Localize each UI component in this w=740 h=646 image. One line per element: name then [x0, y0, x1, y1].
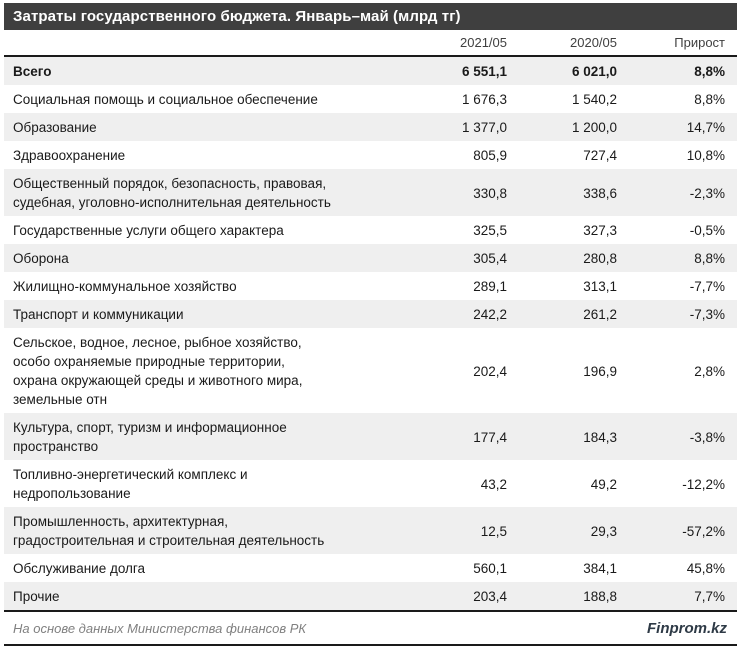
row-value-2021: 12,5: [480, 523, 507, 539]
row-label: Промышленность, архитектурная, градостро…: [13, 514, 325, 548]
row-value-2021: 177,4: [473, 429, 507, 445]
row-value-2021: 242,2: [473, 307, 507, 322]
row-label: Оборона: [13, 251, 69, 266]
table-body: Всего 6 551,1 6 021,0 8,8% Социальная по…: [4, 57, 737, 610]
table-row: Прочие 203,4 188,8 7,7%: [4, 582, 737, 610]
column-header-row: 2021/05 2020/05 Прирост: [4, 30, 737, 57]
row-value-2020: 338,6: [583, 185, 617, 201]
row-growth: 2,8%: [694, 363, 725, 379]
table-row: Жилищно-коммунальное хозяйство 289,1 313…: [4, 272, 737, 300]
row-label: Транспорт и коммуникации: [13, 307, 184, 322]
table-row: Оборона 305,4 280,8 8,8%: [4, 244, 737, 272]
row-value-2020: 184,3: [583, 429, 617, 445]
row-value-2021: 1 377,0: [461, 120, 507, 135]
row-value-2021: 203,4: [473, 589, 507, 604]
row-label: Сельское, водное, лесное, рыбное хозяйст…: [13, 335, 303, 407]
row-value-2020: 384,1: [583, 561, 617, 576]
row-label: Топливно-энергетический комплекс и недро…: [13, 467, 248, 501]
row-value-2020: 188,8: [583, 589, 617, 604]
row-growth: 10,8%: [686, 148, 725, 163]
row-growth: -7,3%: [689, 307, 725, 322]
row-value-2021: 43,2: [480, 476, 507, 492]
row-growth: 45,8%: [686, 561, 725, 576]
row-label: Здравоохранение: [13, 148, 126, 163]
row-value-2020: 280,8: [583, 251, 617, 266]
row-value-2020: 49,2: [590, 476, 617, 492]
table-row: Промышленность, архитектурная, градостро…: [4, 507, 737, 554]
row-value-2020: 1 200,0: [571, 120, 617, 135]
row-growth: -0,5%: [689, 223, 725, 238]
column-header-2021: 2021/05: [460, 35, 507, 50]
column-header-growth: Прирост: [674, 35, 725, 50]
row-value-2020: 727,4: [583, 148, 617, 163]
table-row-total: Всего 6 551,1 6 021,0 8,8%: [4, 57, 737, 85]
row-label: Общественный порядок, безопасность, прав…: [13, 176, 331, 210]
row-growth: -7,7%: [689, 279, 725, 294]
row-growth: -2,3%: [689, 185, 725, 201]
row-growth: 14,7%: [686, 120, 725, 135]
column-header-2020: 2020/05: [570, 35, 617, 50]
row-value-2020: 1 540,2: [571, 92, 617, 107]
row-label: Жилищно-коммунальное хозяйство: [13, 279, 237, 294]
row-growth: -3,8%: [689, 429, 725, 445]
row-value-2021: 1 676,3: [461, 92, 507, 107]
table-row: Обслуживание долга 560,1 384,1 45,8%: [4, 554, 737, 582]
row-growth: 8,8%: [694, 64, 725, 79]
row-growth: 7,7%: [694, 589, 725, 604]
table-row: Культура, спорт, туризм и информационное…: [4, 413, 737, 460]
row-value-2021: 289,1: [473, 279, 507, 294]
table-row: Здравоохранение 805,9 727,4 10,8%: [4, 141, 737, 169]
row-growth: -57,2%: [682, 523, 725, 539]
row-value-2021: 805,9: [473, 148, 507, 163]
table-row: Государственные услуги общего характера …: [4, 216, 737, 244]
row-label: Образование: [13, 120, 97, 135]
row-value-2021: 330,8: [473, 185, 507, 201]
row-label: Прочие: [13, 589, 60, 604]
row-label: Всего: [13, 64, 52, 79]
table-row: Сельское, водное, лесное, рыбное хозяйст…: [4, 328, 737, 413]
brand-logo: Finprom.kz: [646, 619, 727, 637]
row-label: Обслуживание долга: [13, 561, 146, 576]
table-row: Топливно-энергетический комплекс и недро…: [4, 460, 737, 507]
row-value-2021: 560,1: [473, 561, 507, 576]
row-value-2020: 29,3: [590, 523, 617, 539]
page-title: Затраты государственного бюджета. Январь…: [4, 3, 737, 30]
row-value-2021: 305,4: [473, 251, 507, 266]
row-value-2020: 313,1: [583, 279, 617, 294]
row-label: Социальная помощь и социальное обеспечен…: [13, 92, 318, 107]
row-value-2020: 6 021,0: [571, 64, 617, 79]
row-value-2020: 261,2: [583, 307, 617, 322]
table-row: Транспорт и коммуникации 242,2 261,2 -7,…: [4, 300, 737, 328]
table-row: Социальная помощь и социальное обеспечен…: [4, 85, 737, 113]
row-value-2021: 6 551,1: [461, 64, 507, 79]
table-row: Общественный порядок, безопасность, прав…: [4, 169, 737, 216]
table-row: Образование 1 377,0 1 200,0 14,7%: [4, 113, 737, 141]
data-source-note: На основе данных Министерства финансов Р…: [13, 620, 307, 636]
row-growth: 8,8%: [694, 251, 725, 266]
row-value-2020: 196,9: [583, 363, 617, 379]
row-value-2021: 325,5: [473, 223, 507, 238]
row-value-2020: 327,3: [583, 223, 617, 238]
row-label: Культура, спорт, туризм и информационное…: [13, 420, 287, 454]
row-value-2021: 202,4: [473, 363, 507, 379]
row-growth: -12,2%: [682, 476, 725, 492]
footer: На основе данных Министерства финансов Р…: [4, 610, 737, 646]
row-growth: 8,8%: [694, 92, 725, 107]
row-label: Государственные услуги общего характера: [13, 223, 284, 238]
